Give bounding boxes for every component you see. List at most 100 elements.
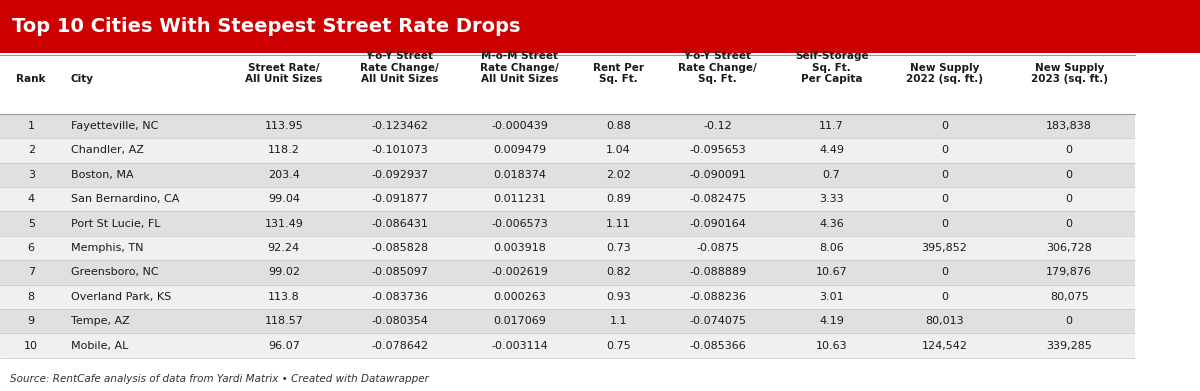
FancyBboxPatch shape xyxy=(228,187,340,212)
Text: San Bernardino, CA: San Bernardino, CA xyxy=(71,194,179,204)
Text: 0.93: 0.93 xyxy=(606,292,631,302)
Text: 0: 0 xyxy=(941,145,948,155)
Text: -0.074075: -0.074075 xyxy=(689,316,746,326)
Text: Top 10 Cities With Steepest Street Rate Drops: Top 10 Cities With Steepest Street Rate … xyxy=(12,17,521,36)
Text: Port St Lucie, FL: Port St Lucie, FL xyxy=(71,219,161,229)
Text: 0: 0 xyxy=(1066,170,1073,180)
Text: Memphis, TN: Memphis, TN xyxy=(71,243,143,253)
Text: 124,542: 124,542 xyxy=(922,341,967,351)
Text: Y-o-Y Street
Rate Change/
Sq. Ft.: Y-o-Y Street Rate Change/ Sq. Ft. xyxy=(678,51,757,84)
Text: -0.085828: -0.085828 xyxy=(371,243,428,253)
Text: 92.24: 92.24 xyxy=(268,243,300,253)
FancyBboxPatch shape xyxy=(658,187,778,212)
FancyBboxPatch shape xyxy=(886,212,1003,236)
FancyBboxPatch shape xyxy=(886,236,1003,260)
Text: 0.88: 0.88 xyxy=(606,121,631,131)
Text: 1.1: 1.1 xyxy=(610,316,628,326)
FancyBboxPatch shape xyxy=(886,114,1003,138)
FancyBboxPatch shape xyxy=(0,285,62,309)
FancyBboxPatch shape xyxy=(460,163,580,187)
FancyBboxPatch shape xyxy=(658,55,778,114)
Text: 10: 10 xyxy=(24,341,38,351)
Text: 3.33: 3.33 xyxy=(820,194,844,204)
FancyBboxPatch shape xyxy=(886,138,1003,163)
FancyBboxPatch shape xyxy=(340,114,460,138)
FancyBboxPatch shape xyxy=(62,55,228,114)
FancyBboxPatch shape xyxy=(778,114,886,138)
Text: 96.07: 96.07 xyxy=(268,341,300,351)
Text: New Supply
2023 (sq. ft.): New Supply 2023 (sq. ft.) xyxy=(1031,63,1108,84)
Text: 1.11: 1.11 xyxy=(606,219,631,229)
FancyBboxPatch shape xyxy=(340,212,460,236)
Text: 80,013: 80,013 xyxy=(925,316,964,326)
FancyBboxPatch shape xyxy=(580,236,658,260)
FancyBboxPatch shape xyxy=(0,187,62,212)
Text: 0.017069: 0.017069 xyxy=(493,316,546,326)
Text: 0: 0 xyxy=(1066,316,1073,326)
FancyBboxPatch shape xyxy=(460,260,580,285)
FancyBboxPatch shape xyxy=(228,163,340,187)
FancyBboxPatch shape xyxy=(228,285,340,309)
Text: 0.82: 0.82 xyxy=(606,267,631,277)
FancyBboxPatch shape xyxy=(62,114,228,138)
FancyBboxPatch shape xyxy=(62,163,228,187)
FancyBboxPatch shape xyxy=(658,212,778,236)
FancyBboxPatch shape xyxy=(778,236,886,260)
Text: -0.085097: -0.085097 xyxy=(371,267,428,277)
FancyBboxPatch shape xyxy=(1003,334,1135,358)
Text: 0: 0 xyxy=(941,267,948,277)
FancyBboxPatch shape xyxy=(62,138,228,163)
FancyBboxPatch shape xyxy=(340,55,460,114)
FancyBboxPatch shape xyxy=(1003,163,1135,187)
FancyBboxPatch shape xyxy=(62,236,228,260)
FancyBboxPatch shape xyxy=(658,260,778,285)
Text: 183,838: 183,838 xyxy=(1046,121,1092,131)
FancyBboxPatch shape xyxy=(228,114,340,138)
Text: 306,728: 306,728 xyxy=(1046,243,1092,253)
Text: 0.011231: 0.011231 xyxy=(493,194,546,204)
FancyBboxPatch shape xyxy=(0,114,62,138)
FancyBboxPatch shape xyxy=(228,212,340,236)
Text: -0.088889: -0.088889 xyxy=(689,267,746,277)
FancyBboxPatch shape xyxy=(340,309,460,334)
Text: 10.63: 10.63 xyxy=(816,341,847,351)
FancyBboxPatch shape xyxy=(886,55,1003,114)
Text: 118.57: 118.57 xyxy=(264,316,304,326)
Text: 3.01: 3.01 xyxy=(820,292,844,302)
FancyBboxPatch shape xyxy=(460,334,580,358)
FancyBboxPatch shape xyxy=(1003,236,1135,260)
Text: -0.078642: -0.078642 xyxy=(371,341,428,351)
FancyBboxPatch shape xyxy=(1003,309,1135,334)
FancyBboxPatch shape xyxy=(340,260,460,285)
Text: Rank: Rank xyxy=(17,74,46,84)
Text: 99.02: 99.02 xyxy=(268,267,300,277)
FancyBboxPatch shape xyxy=(0,309,62,334)
Text: 0: 0 xyxy=(941,219,948,229)
Text: -0.000439: -0.000439 xyxy=(491,121,548,131)
FancyBboxPatch shape xyxy=(0,163,62,187)
Text: 0.003918: 0.003918 xyxy=(493,243,546,253)
Text: 131.49: 131.49 xyxy=(264,219,304,229)
Text: Self-Storage
Sq. Ft.
Per Capita: Self-Storage Sq. Ft. Per Capita xyxy=(794,51,869,84)
FancyBboxPatch shape xyxy=(1003,114,1135,138)
Text: Y-o-Y Street
Rate Change/
All Unit Sizes: Y-o-Y Street Rate Change/ All Unit Sizes xyxy=(360,51,439,84)
Text: 7: 7 xyxy=(28,267,35,277)
FancyBboxPatch shape xyxy=(778,334,886,358)
FancyBboxPatch shape xyxy=(658,236,778,260)
Text: 0: 0 xyxy=(941,170,948,180)
FancyBboxPatch shape xyxy=(1003,285,1135,309)
Text: -0.095653: -0.095653 xyxy=(689,145,746,155)
Text: -0.092937: -0.092937 xyxy=(371,170,428,180)
FancyBboxPatch shape xyxy=(580,212,658,236)
Text: 5: 5 xyxy=(28,219,35,229)
Text: M-o-M Street
Rate Change/
All Unit Sizes: M-o-M Street Rate Change/ All Unit Sizes xyxy=(480,51,559,84)
FancyBboxPatch shape xyxy=(580,187,658,212)
Text: -0.123462: -0.123462 xyxy=(371,121,428,131)
FancyBboxPatch shape xyxy=(228,260,340,285)
Text: 8.06: 8.06 xyxy=(820,243,844,253)
Text: 1.04: 1.04 xyxy=(606,145,631,155)
FancyBboxPatch shape xyxy=(460,309,580,334)
FancyBboxPatch shape xyxy=(460,55,580,114)
Text: 2.02: 2.02 xyxy=(606,170,631,180)
Text: -0.085366: -0.085366 xyxy=(689,341,746,351)
